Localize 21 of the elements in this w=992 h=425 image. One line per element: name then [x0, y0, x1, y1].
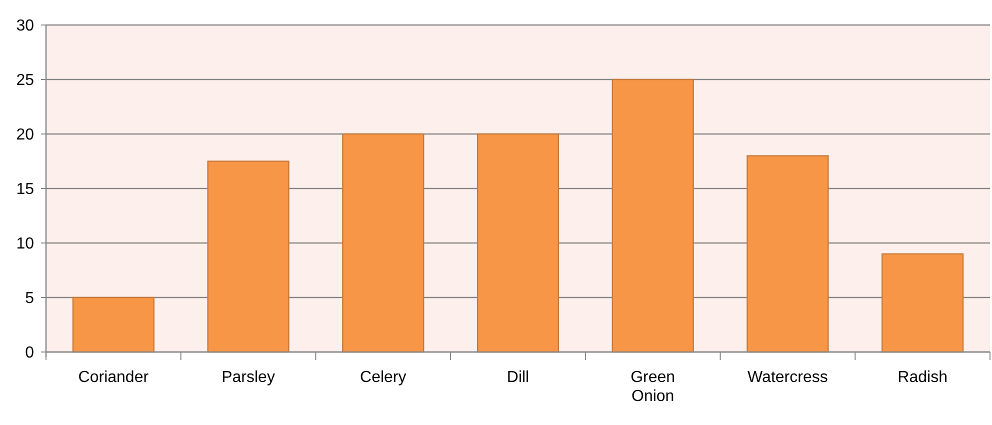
bar [207, 160, 290, 353]
x-tick-label: Watercress [748, 369, 828, 386]
y-tick-label: 15 [16, 181, 34, 198]
y-tick-label: 5 [25, 290, 34, 308]
y-tick-label: 20 [16, 126, 34, 144]
bar [882, 253, 964, 353]
bar [342, 133, 424, 353]
bar [72, 296, 154, 353]
bar [476, 133, 560, 353]
x-tick-label: Green Onion [630, 369, 676, 405]
y-tick-label: 0 [25, 344, 34, 362]
bar [612, 78, 694, 353]
y-tick-label: 30 [16, 18, 34, 35]
x-tick-label: Radish [898, 369, 948, 386]
y-tick-label: 25 [16, 72, 34, 90]
y-tick-label: 10 [16, 236, 34, 253]
x-tick-label: Parsley [222, 369, 275, 386]
x-tick-label: Dill [506, 369, 530, 386]
bar [746, 155, 829, 353]
x-tick-label: Coriander [78, 369, 150, 386]
x-tick-label: Celery [360, 369, 406, 386]
